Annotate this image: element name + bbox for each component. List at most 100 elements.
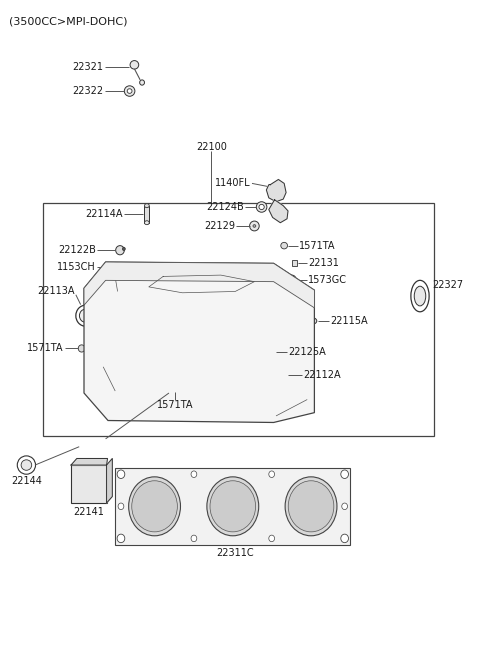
Ellipse shape [207,477,259,536]
Ellipse shape [259,204,264,210]
Ellipse shape [132,481,178,532]
Ellipse shape [277,369,287,380]
Ellipse shape [293,351,298,363]
Ellipse shape [260,406,268,413]
Text: 22125A: 22125A [288,347,326,358]
Bar [115,468,350,545]
Text: 22122B: 22122B [58,245,96,255]
Text: 1573GC: 1573GC [308,274,347,285]
Ellipse shape [90,331,97,346]
Text: 22311C: 22311C [216,548,254,559]
Ellipse shape [253,225,256,227]
Ellipse shape [267,271,271,274]
Ellipse shape [288,275,296,284]
Ellipse shape [88,295,100,321]
Ellipse shape [231,264,240,271]
Ellipse shape [142,278,156,288]
Ellipse shape [17,456,36,474]
Ellipse shape [289,277,294,282]
Text: 1571TA: 1571TA [27,343,64,354]
Polygon shape [84,262,314,422]
Ellipse shape [307,318,317,324]
Polygon shape [71,458,108,465]
Ellipse shape [233,272,247,283]
Ellipse shape [128,316,146,348]
Ellipse shape [172,383,179,390]
Ellipse shape [269,471,275,477]
Ellipse shape [123,271,132,277]
Ellipse shape [290,287,300,309]
Ellipse shape [79,309,91,322]
Polygon shape [84,262,314,308]
Ellipse shape [411,280,429,312]
Text: 22327: 22327 [432,280,463,290]
Text: 1153CH: 1153CH [57,262,96,272]
Ellipse shape [90,301,97,315]
Ellipse shape [269,535,275,542]
Ellipse shape [117,534,125,542]
Ellipse shape [122,247,125,250]
Ellipse shape [140,80,144,85]
Ellipse shape [264,269,273,276]
Ellipse shape [90,363,97,377]
Ellipse shape [125,272,130,275]
Text: 22321: 22321 [72,62,103,72]
Ellipse shape [144,221,149,225]
Text: 22129: 22129 [204,221,235,231]
Bar [71,465,107,503]
Polygon shape [269,200,288,223]
Ellipse shape [123,308,151,356]
Ellipse shape [195,265,204,272]
Ellipse shape [187,275,202,286]
Polygon shape [107,458,112,503]
Ellipse shape [265,348,276,356]
Ellipse shape [144,204,149,208]
Ellipse shape [341,470,348,478]
Ellipse shape [161,270,165,272]
Ellipse shape [216,409,225,416]
Ellipse shape [129,477,180,536]
Ellipse shape [76,305,95,326]
Ellipse shape [290,316,300,339]
Ellipse shape [216,290,243,339]
Text: 22322: 22322 [72,86,103,96]
Ellipse shape [281,242,288,249]
Text: 1571TA: 1571TA [299,240,335,251]
Bar [144,206,149,223]
Text: 22115A: 22115A [330,316,368,326]
Ellipse shape [191,471,197,477]
Text: 22131: 22131 [308,258,339,269]
Ellipse shape [117,470,125,478]
Ellipse shape [341,534,348,542]
Ellipse shape [130,61,139,69]
Bar [43,203,434,436]
Ellipse shape [116,246,124,255]
Text: 22144: 22144 [11,476,42,487]
Ellipse shape [197,267,202,270]
Ellipse shape [127,88,132,93]
Ellipse shape [210,481,255,532]
Ellipse shape [220,299,239,330]
Ellipse shape [98,379,108,388]
Ellipse shape [105,264,116,273]
Ellipse shape [256,202,267,212]
Ellipse shape [288,481,334,532]
Text: 22112A: 22112A [303,369,341,380]
Ellipse shape [173,307,192,338]
Ellipse shape [118,503,124,510]
Text: 1571TA: 1571TA [157,400,193,410]
Ellipse shape [414,286,426,306]
Ellipse shape [293,322,298,333]
Ellipse shape [159,268,168,274]
Ellipse shape [168,297,196,347]
Ellipse shape [342,503,348,510]
Bar [292,260,297,266]
Text: 22124B: 22124B [206,202,244,212]
Text: 22100: 22100 [196,141,227,152]
Ellipse shape [21,460,32,470]
Ellipse shape [124,86,135,96]
Ellipse shape [130,409,139,416]
Ellipse shape [285,477,337,536]
Ellipse shape [173,409,182,416]
Ellipse shape [290,346,300,368]
